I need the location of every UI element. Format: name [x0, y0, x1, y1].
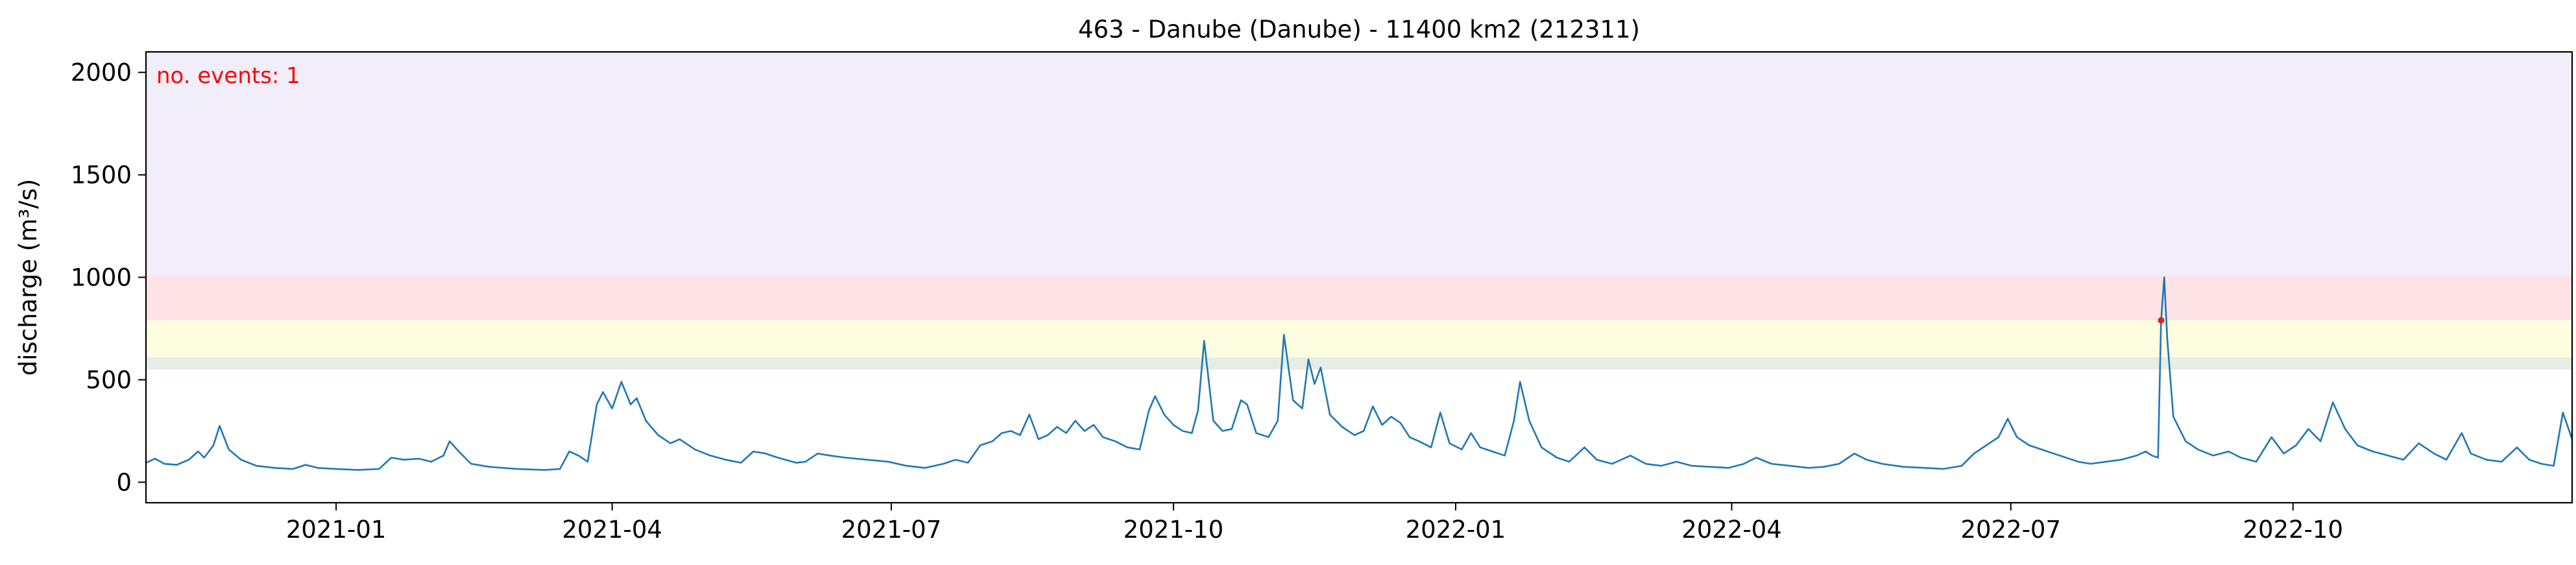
x-tick-label: 2021-01 — [286, 516, 387, 544]
event-count-annotation: no. events: 1 — [156, 63, 300, 89]
x-tick-label: 2022-01 — [1406, 516, 1506, 544]
threshold-band-2 — [146, 320, 2572, 357]
threshold-bands — [146, 52, 2572, 370]
x-tick-label: 2021-10 — [1124, 516, 1224, 544]
y-tick-label: 2000 — [71, 59, 132, 87]
threshold-band-1 — [146, 357, 2572, 370]
x-tick-label: 2021-04 — [562, 516, 662, 544]
threshold-band-4 — [146, 52, 2572, 276]
x-tick-label: 2022-07 — [1960, 516, 2061, 544]
series-layer — [145, 276, 2573, 471]
event-marker — [2158, 317, 2165, 324]
discharge-series-line — [145, 276, 2573, 471]
chart-title: 463 - Danube (Danube) - 11400 km2 (21231… — [1078, 16, 1640, 43]
y-axis-label: discharge (m³/s) — [14, 179, 42, 376]
y-tick-label: 1000 — [71, 264, 132, 292]
x-tick-label: 2022-10 — [2243, 516, 2343, 544]
y-tick-label: 0 — [116, 468, 132, 496]
event-markers — [2158, 317, 2165, 324]
threshold-band-3 — [146, 275, 2572, 320]
x-tick-label: 2022-04 — [1681, 516, 1782, 544]
y-tick-label: 500 — [86, 366, 132, 394]
y-tick-label: 1500 — [71, 162, 132, 189]
x-axis-ticks: 2021-01 2021-04 2021-07 2021-10 2022-01 2022-… — [286, 503, 2343, 544]
y-axis-ticks: 0 500 1000 1500 2000 — [71, 59, 146, 496]
x-tick-label: 2021-07 — [841, 516, 942, 544]
